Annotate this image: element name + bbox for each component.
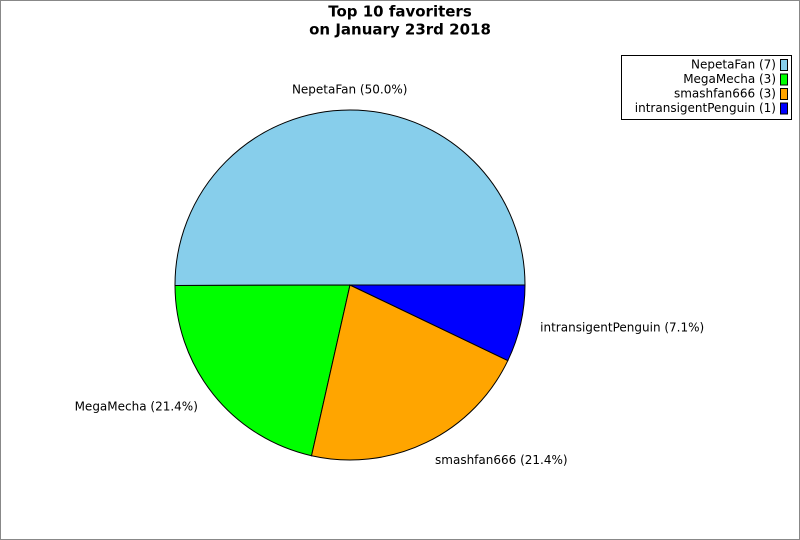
slice-label: smashfan666 (21.4%)	[435, 453, 568, 467]
legend-label: MegaMecha (3)	[683, 72, 776, 86]
chart-title: on January 23rd 2018	[309, 21, 491, 39]
pie-slice	[310, 284, 509, 461]
legend-swatch	[780, 102, 788, 115]
legend-label: intransigentPenguin (1)	[635, 101, 776, 115]
legend-swatch	[780, 59, 788, 71]
pie-slice	[174, 109, 526, 287]
legend-label: NepetaFan (7)	[691, 58, 776, 72]
slice-label: intransigentPenguin (7.1%)	[540, 321, 704, 335]
pie-slice	[349, 284, 526, 362]
legend-label: smashfan666 (3)	[674, 87, 776, 101]
slice-label: MegaMecha (21.4%)	[75, 400, 198, 414]
legend-swatch	[780, 73, 788, 86]
slice-label: NepetaFan (50.0%)	[292, 83, 407, 97]
legend-swatch	[780, 88, 788, 100]
legend-box	[621, 55, 792, 120]
chart-title: Top 10 favoriters	[328, 3, 472, 21]
pie-slice	[174, 284, 351, 457]
